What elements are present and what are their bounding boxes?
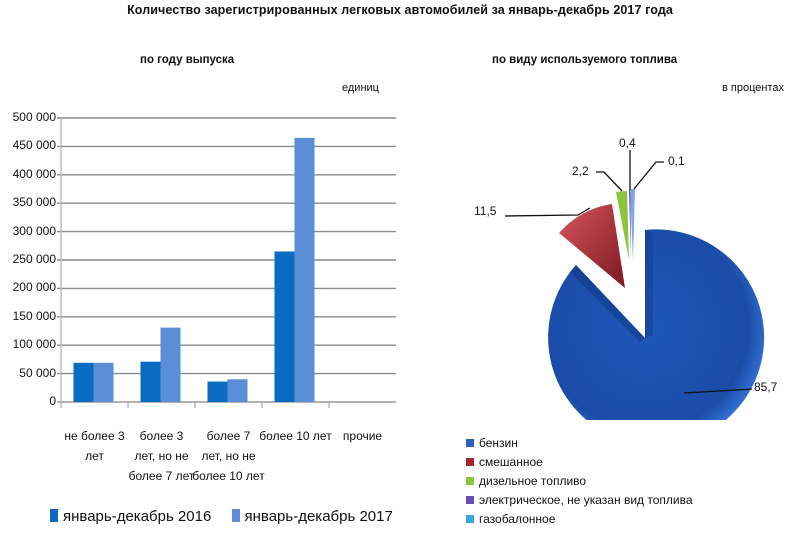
pie-legend-item-dizel: дизельное топливо	[466, 472, 693, 491]
pie-slice-dizel	[616, 191, 629, 260]
legend-swatch	[466, 458, 474, 466]
legend-swatch	[231, 509, 240, 522]
bar-chart-subtitle: по году выпуска	[140, 54, 235, 66]
pie-legend-item-benzin: бензин	[466, 434, 693, 453]
pie-legend-item-electric: электрическое, не указан вид топлива	[466, 491, 693, 510]
legend-label: январь-декабрь 2017	[244, 508, 393, 525]
y-tick-label: 400 000	[12, 166, 56, 181]
pie-chart-unit: в процентах	[722, 82, 784, 94]
bar-legend: январь-декабрь 2016 январь-декабрь 2017	[50, 508, 393, 525]
pie-slice-gas	[630, 188, 635, 260]
y-tick-label: 200 000	[12, 280, 56, 295]
pie-plot-area	[504, 150, 765, 420]
leader-line-benzin	[683, 388, 753, 394]
legend-label: газобалонное	[479, 512, 556, 526]
legend-swatch	[466, 515, 474, 523]
leader-line-electric	[633, 161, 664, 190]
pie-legend-item-gas: газобалонное	[466, 510, 693, 529]
bar	[294, 137, 315, 402]
legend-label: электрическое, не указан вид топлива	[479, 493, 693, 507]
leader-line-smeshannoe	[504, 207, 591, 217]
y-tick-label: 250 000	[12, 252, 56, 266]
bar-plot-area	[57, 117, 396, 408]
y-tick-label: 150 000	[12, 308, 56, 323]
pie-label-smeshannoe: 11,5	[474, 204, 497, 218]
pie-label-electric: 0,1	[668, 154, 685, 168]
pie-label-gas: 0,4	[619, 136, 636, 150]
pie-slice-benzin-edge	[645, 230, 653, 338]
legend-swatch	[466, 439, 474, 447]
bar	[207, 381, 228, 402]
pie-legend-item-smeshannoe: смешанное	[466, 453, 693, 472]
x-tick-label: прочие	[342, 429, 383, 443]
pie-slice-electric	[629, 190, 631, 260]
y-tick-label: 100 000	[12, 337, 56, 352]
legend-swatch	[50, 509, 58, 522]
y-tick-label: 450 000	[12, 138, 56, 153]
x-tick-label: не более 3 лет	[64, 429, 125, 463]
bar	[140, 361, 161, 402]
legend-label: дизельное топливо	[479, 474, 587, 488]
bar	[73, 362, 94, 402]
y-tick-label: 500 000	[12, 110, 56, 124]
bar	[227, 379, 248, 402]
bar	[274, 251, 295, 402]
pie-label-benzin: 85,7	[754, 380, 778, 394]
x-tick-label: более 10 лет	[259, 429, 332, 443]
legend-item-2017: январь-декабрь 2017	[231, 508, 393, 525]
bar	[93, 362, 114, 402]
legend-label: бензин	[479, 436, 518, 450]
legend-label: смешанное	[479, 455, 543, 469]
legend-label: январь-декабрь 2016	[63, 508, 212, 525]
pie-label-dizel: 2,2	[572, 164, 589, 178]
y-tick-label: 0	[49, 394, 56, 408]
leader-line-dizel	[596, 171, 623, 192]
x-tick-label: более 7 лет, но не более 10 лет	[192, 429, 265, 483]
chart-title: Количество зарегистрированных легковых а…	[127, 3, 673, 17]
y-tick-label: 350 000	[12, 195, 56, 210]
y-tick-label: 50 000	[19, 365, 56, 380]
legend-item-2016: январь-декабрь 2016	[50, 508, 211, 525]
legend-swatch	[466, 496, 474, 504]
pie-slice-benzin	[548, 229, 765, 420]
x-tick-label: более 3 лет, но не более 7 лет	[128, 429, 195, 483]
bar	[160, 327, 181, 402]
y-tick-label: 300 000	[12, 223, 56, 238]
bar-chart-unit: единиц	[342, 82, 379, 94]
pie-chart-subtitle: по виду используемого топлива	[492, 54, 678, 66]
pie-slice-benzin-side	[570, 265, 645, 342]
legend-swatch	[466, 477, 474, 485]
pie-legend: бензин смешанное дизельное топливо элект…	[466, 434, 693, 529]
pie-slice-smeshannoe	[559, 204, 625, 288]
